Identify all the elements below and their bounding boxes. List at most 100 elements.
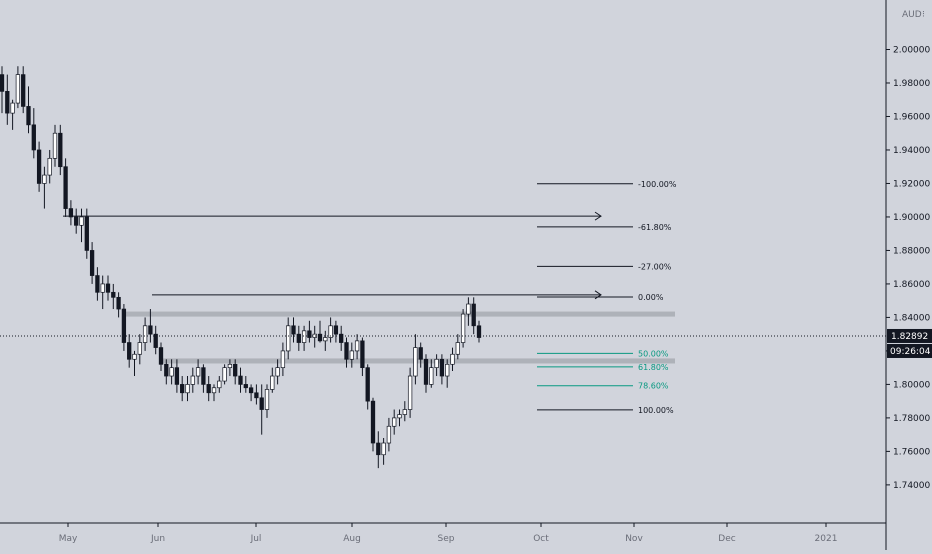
price-tick-label: 1.76000	[893, 447, 930, 457]
candle-body	[52, 132, 58, 159]
price-tick-label: 1.96000	[893, 112, 930, 122]
candle-body	[47, 157, 52, 176]
candle-body	[42, 174, 47, 184]
candle-body	[360, 340, 365, 369]
price-tick-label: 1.90000	[893, 213, 930, 223]
candle-body	[68, 208, 74, 218]
candle-body	[280, 350, 286, 369]
candle-body	[386, 425, 392, 444]
fib-level-label: 61.80%	[638, 363, 669, 372]
candle-body	[227, 363, 233, 369]
candle-body	[26, 106, 31, 126]
candle-body	[455, 342, 460, 355]
candle-body	[5, 91, 10, 114]
candle-body	[74, 216, 79, 226]
candle-body	[190, 375, 195, 385]
price-tick-label: 1.78000	[893, 414, 930, 424]
arrow-lines	[63, 211, 602, 300]
candle-body	[413, 347, 418, 377]
candle-body	[116, 296, 121, 310]
candle-body	[211, 387, 217, 394]
candle-body	[0, 74, 5, 92]
candle-body	[58, 132, 63, 168]
price-zone	[125, 311, 675, 317]
candle-body	[158, 347, 164, 365]
candle-body	[164, 363, 169, 377]
fib-level-label: 0.00%	[638, 293, 664, 302]
arrow-head-icon	[594, 290, 602, 300]
time-tick-label: Aug	[343, 534, 361, 544]
candle-body	[286, 325, 291, 352]
price-tick-label: 1.94000	[893, 146, 930, 156]
candle-body	[445, 363, 450, 377]
candle-body	[238, 375, 243, 385]
fib-level-label: -100.00%	[638, 180, 677, 189]
candle-body	[127, 342, 132, 360]
fib-level-label: -61.80%	[638, 223, 672, 232]
candle-body	[301, 330, 307, 343]
axis-menu-icon[interactable]: ⁝	[922, 10, 925, 20]
candle-body	[450, 353, 455, 365]
candle-body	[460, 313, 466, 343]
fib-level-label: 50.00%	[638, 349, 669, 358]
last-price-tag-bg	[887, 328, 932, 343]
candle-body	[111, 291, 116, 298]
fib-level-label: 78.60%	[638, 382, 669, 391]
candle-body	[402, 409, 407, 415]
candle-body	[354, 340, 360, 352]
price-tick-label: 1.74000	[893, 481, 930, 491]
price-axis[interactable]: 2.00000 1.98000 1.96000 1.94000 1.92000 1.900…	[886, 45, 930, 491]
candle-body	[201, 367, 206, 385]
candle-body	[222, 367, 227, 382]
candle-body	[148, 325, 153, 335]
time-axis[interactable]: May Jun Jul Aug Sep Oct Nov Dec 2021	[59, 523, 838, 544]
candle-body	[21, 74, 26, 107]
candle-body	[365, 367, 370, 402]
candle-body	[339, 333, 344, 343]
candle-body	[344, 342, 349, 360]
candle-body	[105, 283, 111, 293]
candle-body	[153, 333, 158, 348]
candle-body	[418, 347, 423, 360]
candle-body	[233, 363, 238, 377]
last-price-label: 1.82892	[891, 332, 928, 342]
price-tick-label: 1.80000	[893, 380, 930, 390]
candle-body	[328, 325, 333, 338]
candle-body	[270, 375, 275, 390]
price-tick-label: 2.00000	[893, 45, 930, 55]
candle-body	[376, 442, 381, 456]
candle-body	[296, 333, 301, 343]
candle-body	[434, 358, 439, 369]
candle-body	[84, 216, 89, 251]
candlestick-series	[0, 66, 482, 469]
price-tick-label: 1.92000	[893, 179, 930, 189]
candle-body	[95, 275, 100, 293]
time-tick-label: Nov	[625, 534, 643, 544]
candle-body	[63, 166, 68, 209]
fibonacci-levels: -100.00% -61.80% -27.00% 0.00% 50.00% 61.80% 7…	[537, 180, 677, 415]
time-tick-label: Jul	[250, 534, 262, 544]
time-tick-label: Sep	[438, 534, 455, 544]
candle-body	[195, 367, 201, 377]
candle-body	[397, 414, 402, 419]
candle-body	[132, 353, 137, 360]
candle-body	[333, 325, 339, 335]
candle-body	[100, 283, 105, 293]
arrow-head-icon	[594, 211, 602, 221]
countdown-tag-bg	[887, 343, 932, 358]
price-tick-label: 1.84000	[893, 313, 930, 323]
candle-body	[217, 380, 222, 389]
candle-body	[142, 325, 148, 343]
candle-body	[15, 74, 21, 104]
candle-body	[89, 250, 95, 276]
candle-body	[121, 308, 127, 343]
candle-body	[381, 442, 386, 456]
candle-body	[423, 358, 429, 385]
price-tick-label: 1.86000	[893, 280, 930, 290]
candle-body	[439, 358, 445, 377]
price-tick-label: 1.98000	[893, 79, 930, 89]
candle-body	[137, 342, 142, 355]
